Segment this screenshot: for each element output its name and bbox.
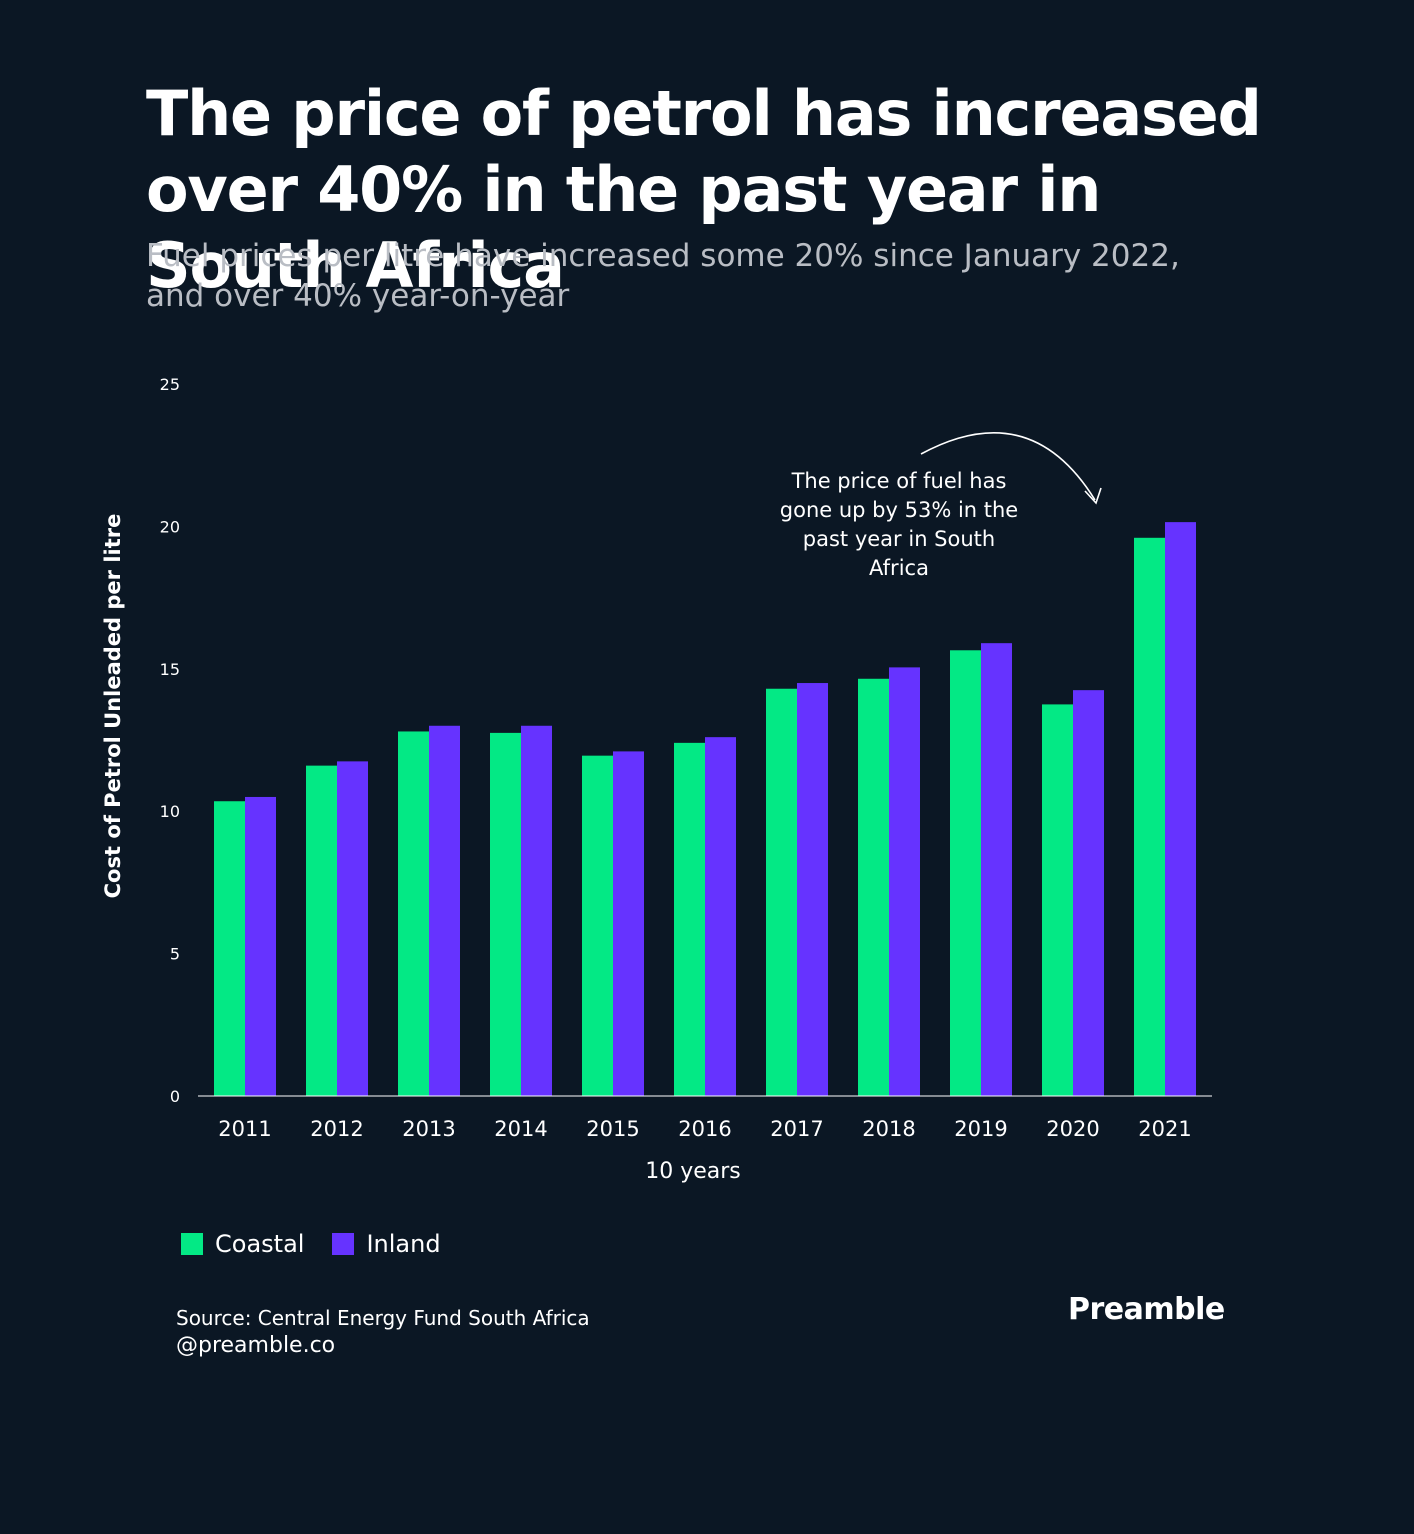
annotation-line: gone up by 53% in the: [780, 498, 1018, 522]
bar-inland-2016: [705, 737, 736, 1096]
bar-coastal-2012: [306, 765, 337, 1096]
bar-inland-2020: [1073, 690, 1104, 1096]
chart-subtitle: Fuel prices per litre have increased som…: [146, 238, 1180, 314]
brand-logo: Preamble: [1068, 1292, 1225, 1327]
x-tick-label: 2019: [954, 1117, 1007, 1141]
x-tick-label: 2016: [678, 1117, 731, 1141]
y-tick-label: 5: [170, 945, 180, 964]
bar-coastal-2014: [490, 732, 521, 1096]
annotation-line: past year in South: [803, 527, 995, 551]
legend-label-inland: Inland: [366, 1230, 441, 1258]
bar-inland-2014: [521, 725, 552, 1096]
y-tick-label: 25: [160, 375, 180, 394]
bar-coastal-2015: [582, 755, 613, 1096]
y-tick-label: 15: [160, 660, 180, 679]
bar-coastal-2016: [674, 742, 705, 1096]
x-tick-label: 2015: [586, 1117, 639, 1141]
bar-inland-2017: [797, 683, 828, 1096]
source-block: Source: Central Energy Fund South Africa…: [176, 1304, 590, 1360]
legend: Coastal Inland: [181, 1230, 441, 1258]
bar-inland-2018: [889, 667, 920, 1096]
bars: [214, 522, 1196, 1096]
bar-inland-2012: [337, 761, 368, 1096]
bar-inland-2021: [1165, 522, 1196, 1096]
annotation-line: Africa: [869, 556, 929, 580]
x-tick-label: 2018: [862, 1117, 915, 1141]
coastal-swatch: [181, 1233, 203, 1255]
bar-coastal-2020: [1042, 704, 1073, 1096]
x-tick-label: 2021: [1138, 1117, 1191, 1141]
bar-coastal-2018: [858, 678, 889, 1096]
bar-inland-2015: [613, 751, 644, 1096]
annotation-line: The price of fuel has: [791, 469, 1007, 493]
x-tick-label: 2017: [770, 1117, 823, 1141]
x-tick-label: 2013: [402, 1117, 455, 1141]
x-tick-label: 2014: [494, 1117, 547, 1141]
inland-swatch: [332, 1233, 355, 1255]
social-handle: @preamble.co: [176, 1333, 336, 1358]
x-axis-label: 10 years: [645, 1159, 741, 1184]
x-tick-label: 2020: [1046, 1117, 1099, 1141]
legend-item-inland: Inland: [332, 1230, 441, 1258]
annotation: The price of fuel has gone up by 53% in …: [780, 432, 1102, 580]
x-tick-label: 2012: [310, 1117, 363, 1141]
source-text: Source: Central Energy Fund South Africa: [176, 1306, 590, 1330]
legend-item-coastal: Coastal: [181, 1230, 304, 1258]
y-axis-ticks: 0 5 10 15 20 25: [160, 375, 180, 1106]
bar-inland-2019: [981, 643, 1012, 1096]
bar-inland-2013: [429, 725, 460, 1096]
bar-coastal-2013: [398, 731, 429, 1096]
y-axis-label: Cost of Petrol Unleaded per litre: [101, 514, 125, 899]
x-tick-label: 2011: [218, 1117, 271, 1141]
annotation-arrowhead: [1084, 487, 1102, 505]
chart-title: The price of petrol has increased over 4…: [146, 77, 1262, 302]
bar-coastal-2017: [766, 688, 797, 1096]
y-tick-label: 20: [160, 517, 180, 536]
x-axis-ticks: 2011 2012 2013 2014 2015 2016 2017 2018 2019 2020…: [218, 1117, 1191, 1141]
bar-coastal-2019: [950, 650, 981, 1096]
annotation-arrow: [920, 432, 1096, 501]
bar-inland-2011: [245, 796, 276, 1096]
y-tick-label: 0: [170, 1087, 180, 1106]
bar-coastal-2011: [214, 801, 245, 1096]
legend-label-coastal: Coastal: [215, 1230, 305, 1258]
y-tick-label: 10: [160, 802, 180, 821]
bar-coastal-2021: [1134, 537, 1165, 1096]
